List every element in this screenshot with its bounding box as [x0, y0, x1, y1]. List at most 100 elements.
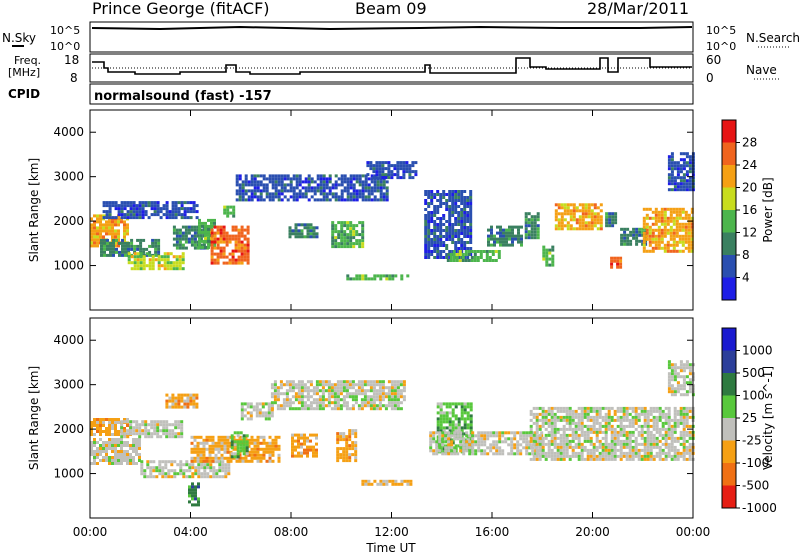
nave-tick-60: 60 [706, 53, 721, 67]
scatter-band [210, 225, 250, 265]
colorbar-swatch [722, 255, 736, 278]
colorbar-swatch [722, 210, 736, 233]
colorbar-swatch [722, 328, 736, 351]
x-tick-label: 04:00 [173, 525, 208, 539]
colorbar-swatch [722, 463, 736, 486]
scatter-band [235, 174, 389, 202]
scatter-band [90, 438, 141, 465]
colorbar-tick-label: 16 [742, 203, 757, 217]
freq-tick-8: 8 [70, 71, 78, 85]
colorbar-swatch [722, 395, 736, 418]
scatter-band [120, 420, 184, 439]
power-scatter [90, 152, 695, 281]
scatter-band [361, 479, 413, 486]
noise-tick-top-right: 10^5 [706, 24, 736, 37]
scatter-band [223, 205, 236, 218]
freq-panel: Freq. [MHz] 18 8 60 0 Nave [8, 53, 780, 85]
scatter-band [366, 161, 418, 180]
power-colorbar-title: Power [dB] [761, 177, 775, 242]
n-sky-label: N.Sky [2, 31, 36, 45]
colorbar-swatch [722, 120, 736, 143]
colorbar-tick-label: 25 [742, 411, 757, 425]
colorbar-swatch [722, 165, 736, 188]
scatter-band [642, 207, 694, 253]
scatter-band [331, 221, 365, 249]
scatter-band [346, 274, 410, 281]
colorbar-swatch [722, 142, 736, 165]
colorbar-swatch [722, 187, 736, 210]
power-colorbar: 4 8 12 16 20 24 28 [721, 119, 757, 301]
colorbar-tick-label: 4 [742, 271, 750, 285]
time-x-axis: 00:00 04:00 08:00 12:00 16:00 20:00 00:00 [73, 110, 710, 539]
scatter-band [429, 431, 544, 456]
colorbar-swatch [722, 440, 736, 463]
colorbar-tick-label: -100 [742, 456, 769, 470]
scatter-band [542, 245, 555, 267]
velocity-colorbar: 1000 500 100 25 -25 -100 -500 -1000 [721, 327, 777, 515]
freq-label-line1: Freq. [14, 54, 41, 67]
velocity-y-axis: 1000 2000 3000 4000 [53, 333, 693, 481]
colorbar-swatch [722, 277, 736, 300]
x-tick-label: 00:00 [73, 525, 108, 539]
noise-tick-bottom-right: 10^0 [706, 40, 736, 53]
noise-tick-bottom-left: 10^0 [50, 40, 80, 53]
colorbar-tick-label: -1000 [742, 501, 777, 515]
scatter-band [288, 223, 319, 239]
x-tick-label: 20:00 [575, 525, 610, 539]
noise-panel: N.Sky 10^5 10^0 10^5 10^0 N.Search [2, 21, 800, 53]
noise-tick-top-left: 10^5 [50, 24, 80, 37]
scatter-band [291, 433, 318, 458]
n-search-label: N.Search [746, 31, 800, 45]
cpid-mode: normalsound (fast) -157 [94, 89, 272, 104]
nave-tick-0: 0 [706, 71, 714, 85]
velocity-panel: 1000 2000 3000 4000 00:00 04:00 08:00 12:00 16:… [27, 110, 777, 554]
freq-label-line2: [MHz] [8, 66, 40, 79]
scatter-band [188, 482, 200, 507]
velocity-colorbar-title: Velocity [m s^-1] [761, 366, 775, 470]
scatter-band [605, 212, 618, 228]
scatter-band [667, 152, 695, 192]
colorbar-tick-label: 12 [742, 226, 757, 240]
scatter-band [190, 435, 281, 463]
colorbar-swatch [722, 232, 736, 255]
y-tick-label: 4000 [53, 333, 84, 347]
y-tick-label: 2000 [53, 422, 84, 436]
y-tick-label: 2000 [53, 214, 84, 228]
colorbar-swatch [722, 373, 736, 396]
colorbar-tick-label: -25 [742, 434, 762, 448]
colorbar-tick-label: 20 [742, 181, 757, 195]
scatter-band [554, 203, 603, 231]
colorbar-tick-label: 100 [742, 389, 765, 403]
colorbar-swatch [722, 418, 736, 441]
colorbar-tick-label: 1000 [742, 344, 773, 358]
beam-label: Beam 09 [355, 0, 427, 18]
scatter-band [524, 212, 540, 240]
scatter-band [487, 225, 523, 247]
nave-label: Nave [746, 63, 777, 77]
x-axis-title: Time UT [365, 541, 416, 554]
colorbar-tick-label: 500 [742, 366, 765, 380]
y-tick-label: 3000 [53, 170, 84, 184]
scatter-band [165, 393, 199, 409]
scatter-band [667, 360, 695, 397]
scatter-band [424, 190, 473, 259]
colorbar-tick-label: -500 [742, 479, 769, 493]
date-label: 28/Mar/2011 [587, 0, 690, 18]
freq-tick-18: 18 [64, 53, 79, 67]
scatter-band [446, 250, 501, 262]
y-tick-label: 4000 [53, 125, 84, 139]
colorbar-tick-label: 28 [742, 136, 757, 150]
scatter-band [100, 238, 161, 257]
power-y-axis: 1000 2000 3000 4000 [53, 125, 693, 273]
y-tick-label: 1000 [53, 259, 84, 273]
colorbar-tick-label: 8 [742, 248, 750, 262]
power-y-axis-title: Slant Range [km] [27, 158, 41, 262]
cpid-label: CPID [8, 87, 40, 101]
colorbar-tick-label: 24 [742, 158, 757, 172]
scatter-band [336, 429, 358, 463]
scatter-band [529, 406, 695, 461]
x-tick-label: 08:00 [274, 525, 309, 539]
x-tick-label: 12:00 [374, 525, 409, 539]
frequency-line [92, 57, 692, 75]
